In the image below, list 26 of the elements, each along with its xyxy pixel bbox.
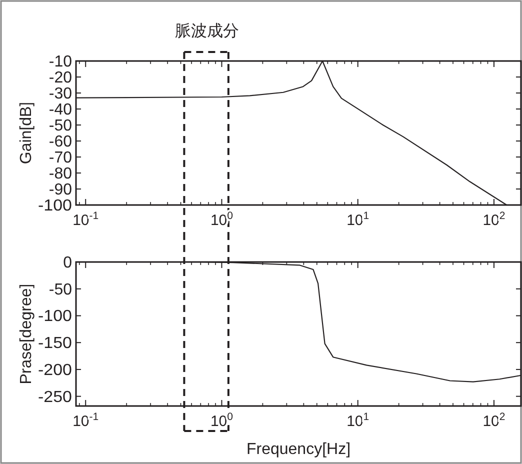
x-tick-label: 10$^{2}$ [482, 411, 506, 430]
y-tick-label: -60 [48, 134, 72, 150]
x-tick-label: 10$^{-1}$ [72, 411, 99, 430]
x-tick-label: 10$^{2}$ [482, 210, 506, 229]
y-tick-label: -90 [48, 182, 72, 198]
y-tick-label: -10 [48, 54, 72, 70]
y-tick-label: 0 [63, 254, 72, 272]
x-tick-label: 10$^{1}$ [346, 210, 370, 229]
x-tick-label: 10$^{-1}$ [72, 210, 99, 229]
x-axis-title: Frequency[Hz] [246, 441, 351, 458]
y-tick-label: -40 [48, 102, 72, 118]
y-tick-label: -50 [48, 281, 72, 298]
y-tick-label: -100 [38, 308, 72, 326]
y-tick-label: -250 [38, 388, 72, 406]
y-tick-label: -20 [48, 70, 72, 86]
y-tick-label: -50 [48, 118, 72, 134]
x-tick-label: 10$^{1}$ [346, 411, 370, 430]
y-axis-title: Prase[degree] [18, 284, 35, 384]
y-tick-label: -70 [48, 150, 72, 166]
y-tick-label: -30 [48, 86, 72, 102]
y-tick-label: -100 [38, 198, 72, 214]
y-tick-label: -150 [38, 335, 72, 352]
y-tick-label: -200 [38, 362, 72, 379]
y-tick-label: -80 [48, 166, 72, 182]
text: 脈波成分 [175, 22, 239, 40]
y-axis-title: Gain[dB] [18, 102, 35, 164]
